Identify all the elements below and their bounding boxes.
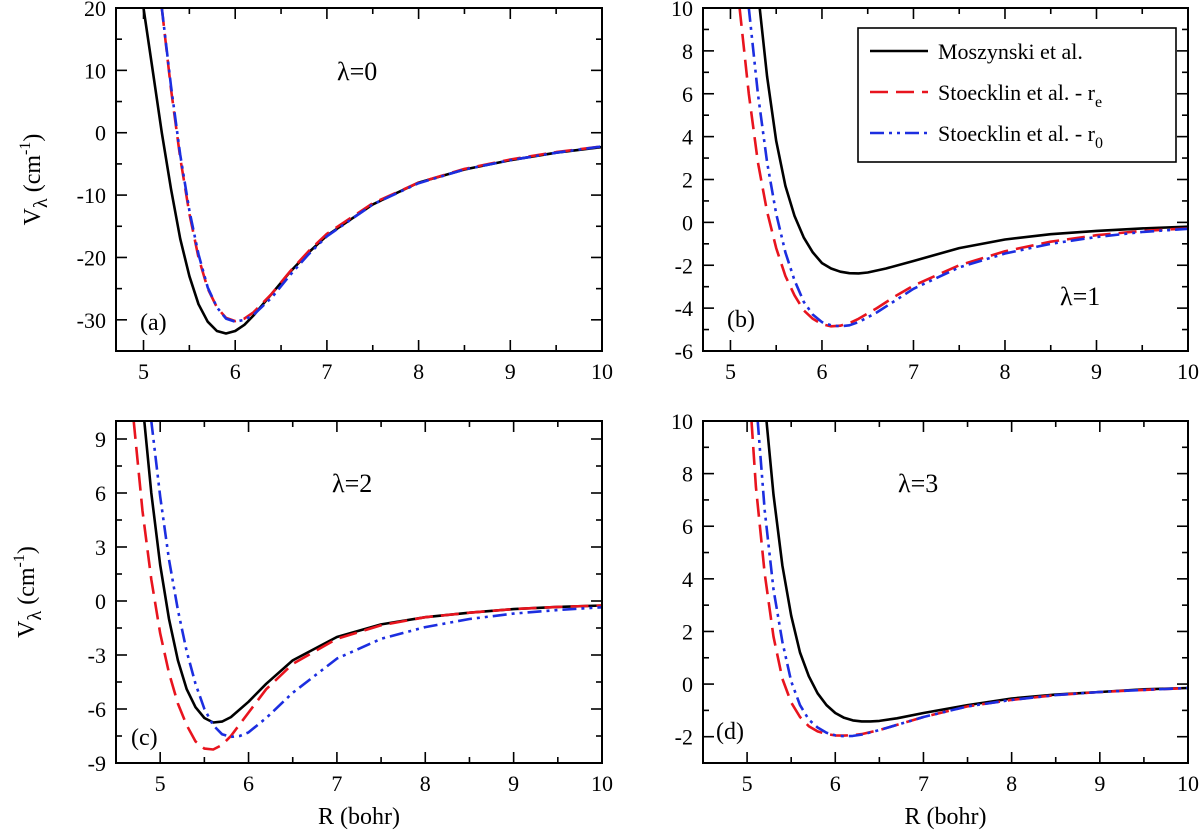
lambda-label: λ=2 xyxy=(332,469,372,498)
y-tick-label: -6 xyxy=(88,697,106,722)
y-tick-label: 10 xyxy=(84,58,106,83)
panel-d: 5 6 7 8 9 10 -2 0 2 4 6 8 10 λ=3 (d) R (bohr) xyxy=(671,409,1199,830)
y-tick-label: 6 xyxy=(95,481,106,506)
lambda-label: λ=0 xyxy=(337,57,377,86)
series-line-stoecklin_r0 xyxy=(756,421,1188,738)
x-tick-label: 6 xyxy=(830,771,841,796)
y-axis-label: Vλ (cm-1) xyxy=(11,546,46,638)
y-tick-label: -2 xyxy=(675,253,693,278)
legend-entry-moszynski: Moszynski et al. xyxy=(938,39,1083,64)
x-axis-label: R (bohr) xyxy=(905,804,987,830)
y-tick-label: 8 xyxy=(682,39,693,64)
x-tick-label: 5 xyxy=(742,771,753,796)
y-tick-label: -9 xyxy=(88,751,106,776)
legend: Moszynski et al. Stoecklin et al. - re Sto… xyxy=(857,27,1177,163)
x-tick-label: 8 xyxy=(420,771,431,796)
x-tick-label: 7 xyxy=(321,359,332,384)
y-tick-label: 2 xyxy=(682,619,693,644)
y-tick-label: 0 xyxy=(95,121,106,146)
x-tick-label: 5 xyxy=(725,359,736,384)
x-tick-label: 6 xyxy=(230,359,241,384)
y-tick-label: 10 xyxy=(671,409,693,434)
y-tick-label: -30 xyxy=(77,308,106,333)
panel-c: 5 6 7 8 9 10 -9 -6 -3 0 3 6 9 λ=2 (c) Vλ (cm-1) R (bohr) xyxy=(11,420,613,830)
panel-label: (d) xyxy=(716,719,744,745)
panel-b: 5 6 7 8 9 10 -6 -4 -2 0 2 4 6 8 10 λ=1 (b) xyxy=(671,0,1199,384)
y-tick-label: 2 xyxy=(682,168,693,193)
series-line-moszynski xyxy=(143,421,602,724)
lambda-label: λ=1 xyxy=(1060,282,1100,311)
y-tick-label: 9 xyxy=(95,427,106,452)
x-tick-label: 9 xyxy=(1094,771,1105,796)
y-tick-label: 0 xyxy=(95,589,106,614)
panel-label: (a) xyxy=(140,310,167,336)
panel-label: (c) xyxy=(131,725,158,751)
legend-entry-stoecklin_r0: Stoecklin et al. - r0 xyxy=(938,121,1103,152)
x-tick-label: 8 xyxy=(1006,771,1017,796)
series-line-stoecklin_r0 xyxy=(160,8,602,323)
x-tick-label: 8 xyxy=(413,359,424,384)
plot-frame xyxy=(702,420,1189,764)
series-line-stoecklin_re xyxy=(738,8,1188,328)
x-tick-label: 9 xyxy=(508,771,519,796)
x-tick-label: 6 xyxy=(816,359,827,384)
x-tick-label: 10 xyxy=(1177,359,1199,384)
y-tick-label: 6 xyxy=(682,514,693,539)
x-tick-label: 7 xyxy=(908,359,919,384)
y-tick-label: 10 xyxy=(671,0,693,21)
y-tick-label: -3 xyxy=(88,643,106,668)
series-line-stoecklin_re xyxy=(750,421,1188,737)
y-tick-label: -2 xyxy=(675,725,693,750)
x-tick-label: 9 xyxy=(1091,359,1102,384)
y-tick-label: 4 xyxy=(682,125,693,150)
y-tick-label: 0 xyxy=(682,210,693,235)
series-line-stoecklin_re xyxy=(160,8,602,323)
lambda-label: λ=3 xyxy=(898,469,938,498)
y-axis-label: Vλ (cm-1) xyxy=(17,134,52,226)
y-tick-label: 8 xyxy=(682,462,693,487)
x-tick-label: 6 xyxy=(243,771,254,796)
x-tick-label: 7 xyxy=(331,771,342,796)
plot-frame xyxy=(115,420,603,764)
series-line-moszynski xyxy=(758,8,1188,275)
legend-entry-stoecklin_re: Stoecklin et al. - re xyxy=(938,80,1102,111)
y-tick-label: -10 xyxy=(77,183,106,208)
plot-frame xyxy=(115,7,603,352)
x-tick-label: 9 xyxy=(505,359,516,384)
y-tick-label: 6 xyxy=(682,82,693,107)
x-axis-label: R (bohr) xyxy=(318,804,400,830)
series-line-stoecklin_r0 xyxy=(747,8,1188,328)
series-line-moszynski xyxy=(765,421,1188,723)
x-tick-label: 10 xyxy=(1177,771,1199,796)
panel-label: (b) xyxy=(727,307,755,333)
x-tick-label: 8 xyxy=(999,359,1010,384)
panel-a: 5 6 7 8 9 10 -30 -20 -10 0 10 20 λ=0 (a) Vλ (cm-1) xyxy=(17,0,613,384)
y-tick-label: 4 xyxy=(682,567,693,592)
x-tick-label: 10 xyxy=(591,771,613,796)
x-tick-label: 5 xyxy=(138,359,149,384)
y-tick-label: -4 xyxy=(675,296,693,321)
y-tick-label: -6 xyxy=(675,339,693,364)
x-tick-label: 7 xyxy=(918,771,929,796)
y-tick-label: 0 xyxy=(682,672,693,697)
y-tick-label: -20 xyxy=(77,245,106,270)
x-tick-label: 5 xyxy=(155,771,166,796)
y-tick-label: 3 xyxy=(95,535,106,560)
series-line-stoecklin_re xyxy=(132,421,602,751)
series-line-stoecklin_r0 xyxy=(150,421,602,739)
x-tick-label: 10 xyxy=(591,359,613,384)
y-tick-label: 20 xyxy=(84,0,106,21)
